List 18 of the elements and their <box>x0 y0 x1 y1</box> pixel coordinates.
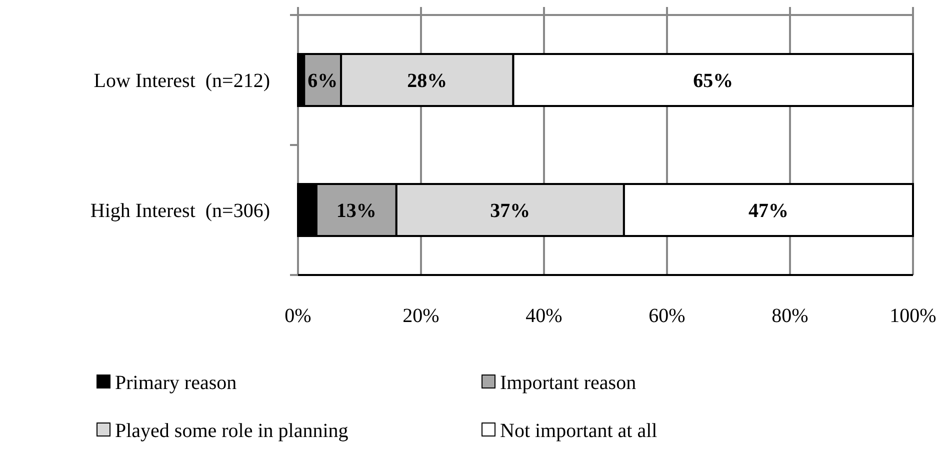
legend-label: Played some role in planning <box>115 420 348 442</box>
data-label: 13% <box>336 200 376 222</box>
x-tick-label: 60% <box>648 305 686 327</box>
data-label: 28% <box>407 70 448 92</box>
legend-label: Primary reason <box>115 372 237 394</box>
data-label: 65% <box>693 70 734 92</box>
data-label: 47% <box>748 200 788 222</box>
x-tick-label: 0% <box>284 305 312 327</box>
y-tick-label: High Interest (n=306) <box>90 200 270 222</box>
legend-label: Important reason <box>500 372 636 394</box>
legend-label: Not important at all <box>500 420 658 442</box>
data-label: 6% <box>308 70 338 92</box>
x-tick-label: 100% <box>890 305 936 327</box>
x-tick-label: 80% <box>772 305 808 327</box>
data-label: 37% <box>490 200 530 222</box>
x-tick-label: 20% <box>402 305 440 327</box>
y-tick-label: Low Interest (n=212) <box>94 70 270 92</box>
x-tick-label: 40% <box>526 305 562 327</box>
